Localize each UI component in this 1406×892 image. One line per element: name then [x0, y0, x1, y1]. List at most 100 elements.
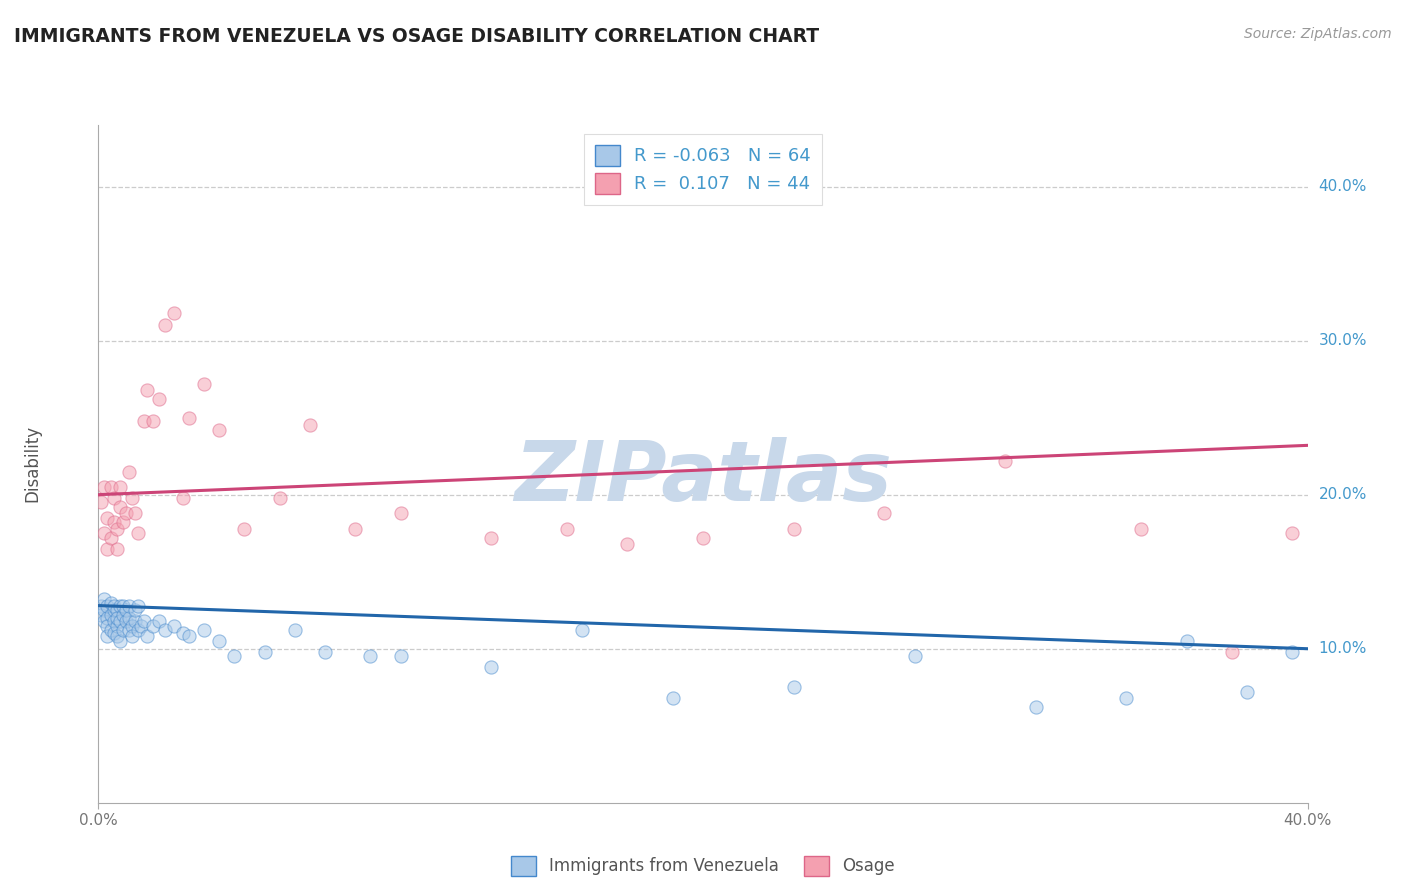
Point: [124, 603, 146, 617]
Point: [135, 383, 157, 397]
Text: 20.0%: 20.0%: [1319, 487, 1367, 502]
Point: [177, 410, 201, 425]
Point: [121, 491, 143, 505]
Point: [148, 392, 170, 406]
Point: [118, 611, 141, 625]
Point: [100, 607, 122, 622]
Point: [232, 522, 254, 536]
Point: [253, 645, 276, 659]
Point: [100, 531, 122, 545]
Point: [127, 599, 149, 613]
Point: [114, 614, 136, 628]
Point: [105, 541, 128, 556]
Point: [96, 510, 118, 524]
Point: [481, 531, 503, 545]
Point: [1130, 522, 1153, 536]
Point: [124, 506, 146, 520]
Text: IMMIGRANTS FROM VENEZUELA VS OSAGE DISABILITY CORRELATION CHART: IMMIGRANTS FROM VENEZUELA VS OSAGE DISAB…: [14, 27, 820, 45]
Point: [172, 626, 194, 640]
Point: [692, 531, 714, 545]
Point: [93, 592, 115, 607]
Point: [114, 603, 136, 617]
Point: [111, 624, 134, 638]
Point: [96, 618, 118, 632]
Point: [163, 306, 186, 320]
Legend: Immigrants from Venezuela, Osage: Immigrants from Venezuela, Osage: [505, 849, 901, 882]
Point: [108, 599, 131, 613]
Point: [284, 624, 307, 638]
Point: [103, 603, 125, 617]
Point: [108, 614, 131, 628]
Point: [299, 418, 322, 433]
Point: [124, 614, 146, 628]
Point: [148, 614, 170, 628]
Point: [481, 660, 503, 674]
Point: [142, 618, 165, 632]
Point: [193, 376, 215, 391]
Point: [153, 624, 176, 638]
Point: [129, 618, 152, 632]
Point: [105, 629, 128, 643]
Point: [172, 491, 194, 505]
Point: [389, 506, 412, 520]
Point: [153, 318, 176, 333]
Text: 10.0%: 10.0%: [1319, 641, 1367, 657]
Point: [105, 611, 128, 625]
Point: [114, 506, 136, 520]
Point: [105, 522, 128, 536]
Point: [103, 599, 125, 613]
Point: [904, 649, 927, 664]
Point: [1281, 645, 1303, 659]
Point: [571, 624, 593, 638]
Point: [100, 480, 122, 494]
Point: [108, 634, 131, 648]
Text: 40.0%: 40.0%: [1319, 179, 1367, 194]
Point: [111, 599, 134, 613]
Point: [93, 603, 115, 617]
Point: [208, 423, 231, 437]
Text: Disability: Disability: [22, 425, 41, 502]
Point: [103, 491, 125, 505]
Text: Source: ZipAtlas.com: Source: ZipAtlas.com: [1244, 27, 1392, 41]
Point: [90, 599, 112, 613]
Point: [93, 480, 115, 494]
Point: [782, 680, 804, 694]
Point: [105, 618, 128, 632]
Point: [142, 414, 165, 428]
Point: [1175, 634, 1198, 648]
Point: [105, 603, 128, 617]
Point: [96, 599, 118, 613]
Point: [661, 691, 683, 706]
Point: [121, 618, 143, 632]
Point: [127, 526, 149, 541]
Point: [118, 465, 141, 479]
Point: [1024, 700, 1046, 714]
Point: [93, 526, 115, 541]
Point: [177, 629, 201, 643]
Point: [96, 541, 118, 556]
Point: [93, 614, 115, 628]
Point: [360, 649, 382, 664]
Text: 30.0%: 30.0%: [1319, 333, 1367, 348]
Point: [103, 516, 125, 530]
Point: [208, 634, 231, 648]
Point: [103, 626, 125, 640]
Point: [389, 649, 412, 664]
Text: ZIPatlas: ZIPatlas: [515, 437, 891, 518]
Point: [100, 595, 122, 609]
Point: [111, 516, 134, 530]
Point: [314, 645, 336, 659]
Point: [90, 495, 112, 509]
Point: [1220, 645, 1243, 659]
Point: [994, 454, 1017, 468]
Point: [555, 522, 578, 536]
Point: [193, 624, 215, 638]
Point: [108, 500, 131, 514]
Point: [269, 491, 291, 505]
Point: [103, 614, 125, 628]
Point: [782, 522, 804, 536]
Point: [127, 624, 149, 638]
Point: [121, 629, 143, 643]
Point: [873, 506, 896, 520]
Point: [118, 624, 141, 638]
